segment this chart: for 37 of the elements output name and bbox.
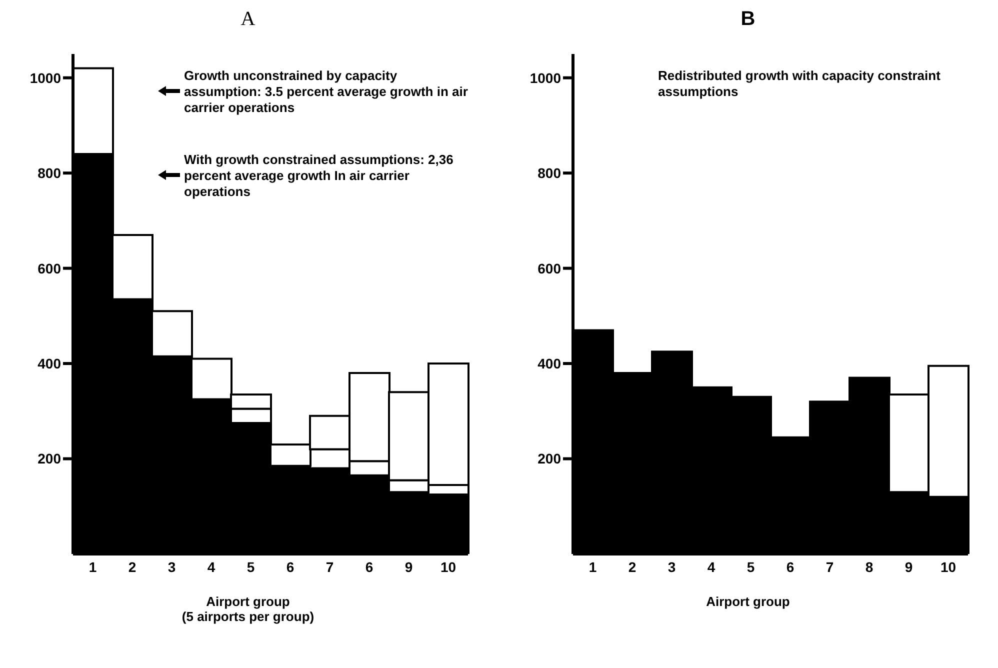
annotation: Growth unconstrained by capacity assumption: 3.5 percent average growth in air carrier operations bbox=[184, 68, 468, 116]
x-axis-title: Airport group (5 airports per group) bbox=[180, 594, 316, 624]
y-tick-label: 400 bbox=[538, 355, 562, 372]
y-tick-label: 600 bbox=[538, 260, 562, 276]
annotation: Redistributed growth with capacity constraint assumptions bbox=[658, 68, 968, 100]
x-tick-label: 6 bbox=[286, 558, 294, 575]
x-tick-label: 7 bbox=[826, 558, 834, 575]
x-tick-label: 1 bbox=[588, 558, 597, 575]
y-tick-label: 400 bbox=[38, 355, 62, 372]
y-tick-label: 800 bbox=[538, 165, 562, 182]
x-tick-label: 3 bbox=[168, 558, 176, 575]
chart-title: B bbox=[740, 8, 756, 32]
x-tick-label: 4 bbox=[207, 558, 216, 575]
y-tick-label: 200 bbox=[538, 450, 562, 467]
x-tick-label: 6 bbox=[786, 558, 794, 575]
x-axis-title: Airport group bbox=[705, 594, 791, 609]
annotation: With growth constrained assumptions: 2,36 percent average growth In air carrier operations bbox=[184, 152, 454, 200]
x-tick-label: 10 bbox=[440, 558, 456, 575]
x-tick-label: 5 bbox=[246, 558, 255, 575]
y-tick-label: 200 bbox=[38, 450, 62, 467]
chart-title: A bbox=[240, 8, 256, 32]
x-tick-label: 6 bbox=[365, 558, 374, 575]
x-tick-label: 2 bbox=[628, 558, 636, 575]
x-tick-label: 9 bbox=[404, 558, 413, 575]
x-tick-label: 2 bbox=[128, 558, 136, 575]
y-tick-label: 600 bbox=[38, 260, 62, 276]
x-tick-label: 3 bbox=[668, 558, 676, 575]
x-tick-label: 8 bbox=[865, 558, 874, 575]
x-tick-label: 10 bbox=[940, 558, 956, 575]
x-tick-label: 4 bbox=[707, 558, 716, 575]
y-tick-label: 1000 bbox=[530, 70, 562, 86]
x-tick-label: 1 bbox=[88, 558, 97, 575]
x-tick-label: 9 bbox=[904, 558, 913, 575]
x-tick-label: 5 bbox=[746, 558, 755, 575]
x-tick-label: 7 bbox=[326, 558, 334, 575]
y-tick-label: 1000 bbox=[30, 70, 62, 86]
y-tick-label: 800 bbox=[38, 165, 62, 182]
